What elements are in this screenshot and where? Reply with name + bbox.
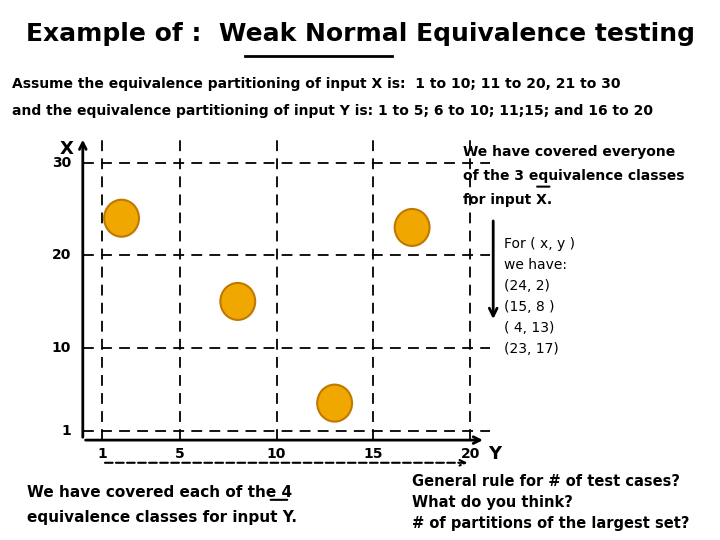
Text: General rule for # of test cases?: General rule for # of test cases? [413, 474, 680, 489]
Text: 20: 20 [461, 448, 480, 462]
Text: Example of :  Weak Normal Equivalence testing: Example of : Weak Normal Equivalence tes… [25, 22, 695, 46]
Text: and the equivalence partitioning of input Y is: 1 to 5; 6 to 10; 11;15; and 16 t: and the equivalence partitioning of inpu… [12, 104, 653, 118]
Text: We have covered everyone: We have covered everyone [463, 145, 675, 159]
Text: 5: 5 [175, 448, 184, 462]
Text: 10: 10 [52, 341, 71, 355]
Text: 15: 15 [364, 448, 383, 462]
Text: Assume the equivalence partitioning of input X is:  1 to 10; 11 to 20, 21 to 30: Assume the equivalence partitioning of i… [12, 77, 621, 91]
Text: 1: 1 [97, 448, 107, 462]
Text: 10: 10 [267, 448, 287, 462]
Text: Y: Y [487, 445, 501, 463]
Ellipse shape [104, 200, 139, 237]
Text: For ( x, y )
we have:
(24, 2)
(15, 8 )
( 4, 13)
(23, 17): For ( x, y ) we have: (24, 2) (15, 8 ) (… [504, 237, 575, 356]
Text: for input X.: for input X. [463, 193, 552, 207]
Text: equivalence classes for input Y.: equivalence classes for input Y. [27, 510, 297, 525]
Text: 1: 1 [61, 424, 71, 438]
Text: X: X [59, 140, 73, 158]
Text: 30: 30 [52, 156, 71, 170]
Text: 20: 20 [52, 248, 71, 262]
Ellipse shape [395, 209, 430, 246]
Ellipse shape [220, 283, 255, 320]
Text: We have covered each of the 4: We have covered each of the 4 [27, 485, 292, 500]
Ellipse shape [318, 384, 352, 422]
Text: # of partitions of the largest set?: # of partitions of the largest set? [413, 516, 690, 531]
Text: of the 3 equivalence classes: of the 3 equivalence classes [463, 169, 684, 183]
Text: What do you think?: What do you think? [413, 495, 573, 510]
